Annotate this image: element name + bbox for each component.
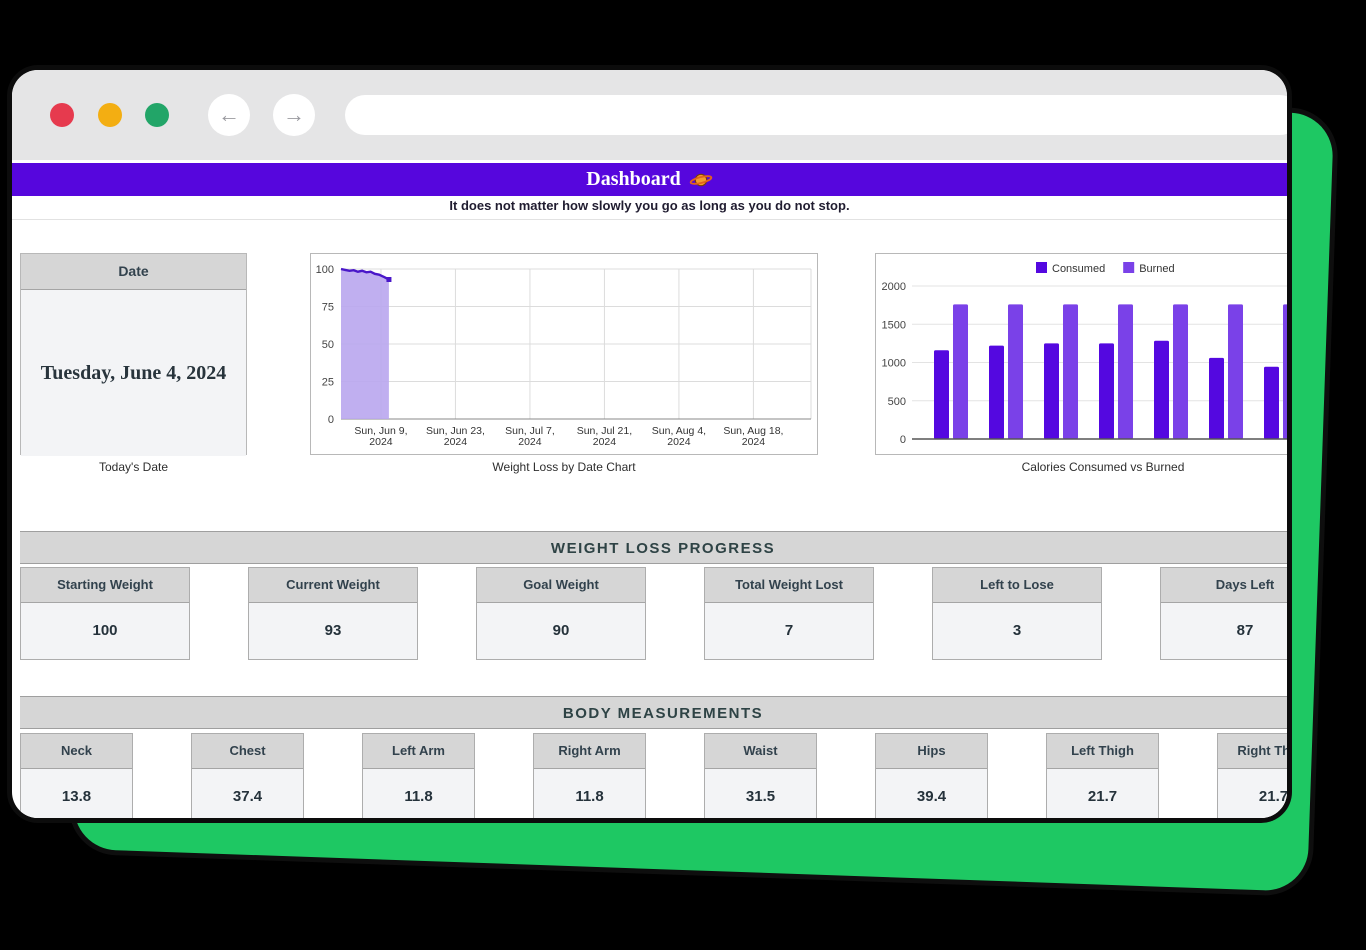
stat-label: Goal Weight: [477, 568, 645, 603]
stat-card-neck: Neck 13.8: [20, 733, 133, 818]
stat-value: 11.8: [363, 769, 474, 818]
svg-text:2024: 2024: [593, 436, 617, 448]
calories-chart: Consumed Burned 0 500 1000 1500 2000: [875, 253, 1287, 455]
svg-text:Sun, Jul 21,: Sun, Jul 21,: [577, 425, 632, 437]
stat-value: 13.8: [21, 769, 132, 818]
progress-section-title: WEIGHT LOSS PROGRESS: [550, 540, 776, 557]
stat-value: 3: [933, 603, 1101, 659]
motivational-quote: It does not matter how slowly you go as …: [12, 196, 1287, 220]
stat-card-starting-weight: Starting Weight 100: [20, 567, 190, 660]
stat-card-chest: Chest 37.4: [191, 733, 304, 818]
svg-text:Consumed: Consumed: [1052, 263, 1105, 275]
stat-value: 21.7: [1218, 769, 1287, 818]
stat-value: 31.5: [705, 769, 816, 818]
stat-card-goal-weight: Goal Weight 90: [476, 567, 646, 660]
svg-text:75: 75: [322, 302, 334, 314]
measurements-section-header: BODY MEASUREMENTS: [20, 696, 1287, 729]
stat-label: Hips: [876, 734, 987, 769]
stat-value: 87: [1161, 603, 1287, 659]
date-widget-header: Date: [21, 254, 246, 290]
stat-value: 39.4: [876, 769, 987, 818]
measurements-section-title: BODY MEASUREMENTS: [562, 705, 764, 722]
maximize-traffic-light[interactable]: [145, 103, 169, 127]
stat-card-current-weight: Current Weight 93: [248, 567, 418, 660]
stat-value: 37.4: [192, 769, 303, 818]
svg-text:50: 50: [322, 339, 334, 351]
weight-loss-chart-caption: Weight Loss by Date Chart: [492, 460, 636, 474]
stat-card-waist: Waist 31.5: [704, 733, 817, 818]
stat-label: Left Arm: [363, 734, 474, 769]
svg-text:100: 100: [316, 264, 334, 276]
date-widget-caption: Today's Date: [99, 460, 168, 474]
svg-text:1000: 1000: [882, 358, 906, 370]
stat-label: Right Arm: [534, 734, 645, 769]
stat-value: 93: [249, 603, 417, 659]
stat-label: Days Left: [1161, 568, 1287, 603]
stat-value: 100: [21, 603, 189, 659]
weight-loss-chart: 0 25 50 75 100 Sun, Jun 9, 2024 Sun, Jun 23, 202…: [310, 253, 818, 455]
close-traffic-light[interactable]: [50, 103, 74, 127]
back-button[interactable]: ←: [208, 94, 250, 136]
stat-label: Waist: [705, 734, 816, 769]
stat-card-total-weight-lost: Total Weight Lost 7: [704, 567, 874, 660]
stat-value: 11.8: [534, 769, 645, 818]
forward-button[interactable]: →: [273, 94, 315, 136]
stat-value: 21.7: [1047, 769, 1158, 818]
svg-text:2024: 2024: [369, 436, 393, 448]
url-input[interactable]: [361, 95, 1245, 137]
date-widget: Date Tuesday, June 4, 2024: [20, 253, 247, 456]
calories-chart-caption: Calories Consumed vs Burned: [1021, 460, 1185, 474]
svg-text:25: 25: [322, 377, 334, 389]
stat-card-left-thigh: Left Thigh 21.7: [1046, 733, 1159, 818]
svg-text:Sun, Aug 18,: Sun, Aug 18,: [723, 425, 783, 437]
stat-value: 90: [477, 603, 645, 659]
date-widget-body: Tuesday, June 4, 2024: [21, 290, 246, 456]
svg-text:Sun, Jun 9,: Sun, Jun 9,: [354, 425, 407, 437]
back-arrow-icon: ←: [218, 102, 240, 127]
address-bar[interactable]: [345, 95, 1287, 137]
svg-text:2000: 2000: [882, 281, 906, 293]
page-banner: Dashboard: [12, 163, 1287, 196]
planet-icon: [689, 173, 712, 186]
stat-label: Right Thigh: [1218, 734, 1287, 769]
stat-label: Chest: [192, 734, 303, 769]
forward-arrow-icon: →: [283, 102, 305, 127]
minimize-traffic-light[interactable]: [98, 103, 122, 127]
stat-label: Total Weight Lost: [705, 568, 873, 603]
svg-text:2024: 2024: [667, 436, 691, 448]
stat-card-left-to-lose: Left to Lose 3: [932, 567, 1102, 660]
stat-card-left-arm: Left Arm 11.8: [362, 733, 475, 818]
svg-text:1500: 1500: [882, 319, 906, 331]
svg-text:Sun, Jun 23,: Sun, Jun 23,: [426, 425, 485, 437]
stat-card-right-arm: Right Arm 11.8: [533, 733, 646, 818]
current-date-text: Tuesday, June 4, 2024: [40, 361, 227, 384]
svg-text:Sun, Jul 7,: Sun, Jul 7,: [505, 425, 555, 437]
stat-label: Current Weight: [249, 568, 417, 603]
stat-card-hips: Hips 39.4: [875, 733, 988, 818]
stat-label: Left Thigh: [1047, 734, 1158, 769]
stat-card-days-left: Days Left 87: [1160, 567, 1287, 660]
svg-text:2024: 2024: [518, 436, 542, 448]
stat-label: Left to Lose: [933, 568, 1101, 603]
svg-text:Burned: Burned: [1139, 263, 1174, 275]
svg-text:2024: 2024: [444, 436, 468, 448]
page-title: Dashboard: [586, 168, 681, 190]
stat-label: Starting Weight: [21, 568, 189, 603]
stat-label: Neck: [21, 734, 132, 769]
progress-section-header: WEIGHT LOSS PROGRESS: [20, 531, 1287, 564]
svg-text:2024: 2024: [742, 436, 766, 448]
svg-text:0: 0: [900, 434, 906, 446]
browser-window: ← → Dashboard It does not matter how slo…: [12, 70, 1287, 818]
browser-toolbar: ← →: [12, 70, 1287, 160]
svg-text:Sun, Aug 4,: Sun, Aug 4,: [652, 425, 706, 437]
stat-card-right-thigh: Right Thigh 21.7: [1217, 733, 1287, 818]
stat-value: 7: [705, 603, 873, 659]
svg-text:0: 0: [328, 414, 334, 426]
svg-text:500: 500: [888, 396, 906, 408]
